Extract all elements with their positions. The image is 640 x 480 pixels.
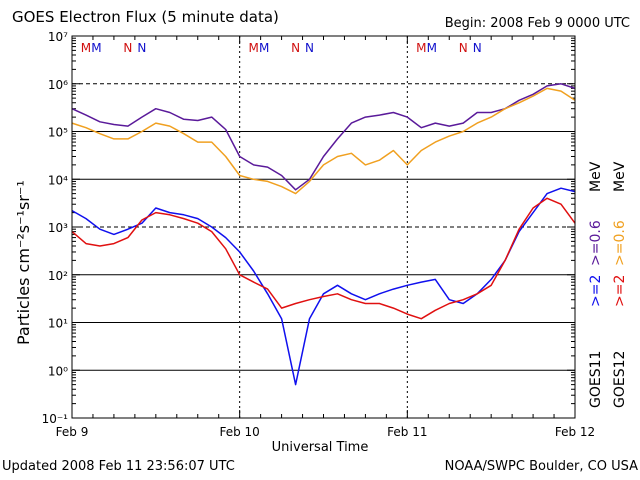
mev-label-1: MeV [588,161,604,192]
goes12-label: GOES12 [612,350,628,408]
y-tick-label: 10⁰ [48,364,68,378]
marker-n: N [305,41,314,55]
begin-time: Begin: 2008 Feb 9 0000 UTC [444,16,630,31]
y-tick-label: 10³ [48,221,68,235]
marker-m: M [81,41,91,55]
marker-m: M [427,41,437,55]
x-tick-label: Feb 10 [219,425,259,439]
updated-timestamp: Updated 2008 Feb 11 23:56:07 UTC [2,459,235,474]
goes11-06mev-label: >=0.6 [588,220,604,266]
y-axis-label: Particles cm⁻²s⁻¹sr⁻¹ [14,180,33,345]
x-axis-label: Universal Time [271,440,369,455]
plot-frame [71,35,576,419]
mev-label-2: MeV [612,161,628,192]
series-line-goes11-0-6-mev [71,83,576,191]
y-tick-label: 10⁶ [48,78,68,92]
y-tick-label: 10² [48,269,68,283]
marker-n: N [123,41,132,55]
x-tick-label: Feb 12 [555,425,595,439]
series-line-goes12-2-mev [71,197,576,320]
y-tick-label: 10⁻¹ [42,412,69,426]
series-line-goes12-0-6-mev [71,87,576,195]
credit-text: NOAA/SWPC Boulder, CO USA [444,459,638,474]
marker-n: N [473,41,482,55]
x-tick-label: Feb 11 [387,425,427,439]
marker-n: N [459,41,468,55]
marker-m: M [248,41,258,55]
x-tick-label: Feb 9 [56,425,89,439]
y-tick-label: 10⁷ [48,30,68,44]
y-tick-label: 10⁵ [48,126,68,140]
y-tick-label: 10⁴ [48,173,68,187]
y-tick-label: 10¹ [48,317,68,331]
chart-title: GOES Electron Flux (5 minute data) [12,8,279,26]
marker-n: N [137,41,146,55]
marker-m: M [416,41,426,55]
goes12-2mev-label: >=2 [612,274,628,307]
marker-n: N [291,41,300,55]
marker-m: M [259,41,269,55]
goes12-06mev-label: >=0.6 [612,220,628,266]
goes11-label: GOES11 [588,350,604,408]
series-line-goes11-2-mev [71,187,576,386]
marker-m: M [91,41,101,55]
goes11-2mev-label: >=2 [588,274,604,307]
